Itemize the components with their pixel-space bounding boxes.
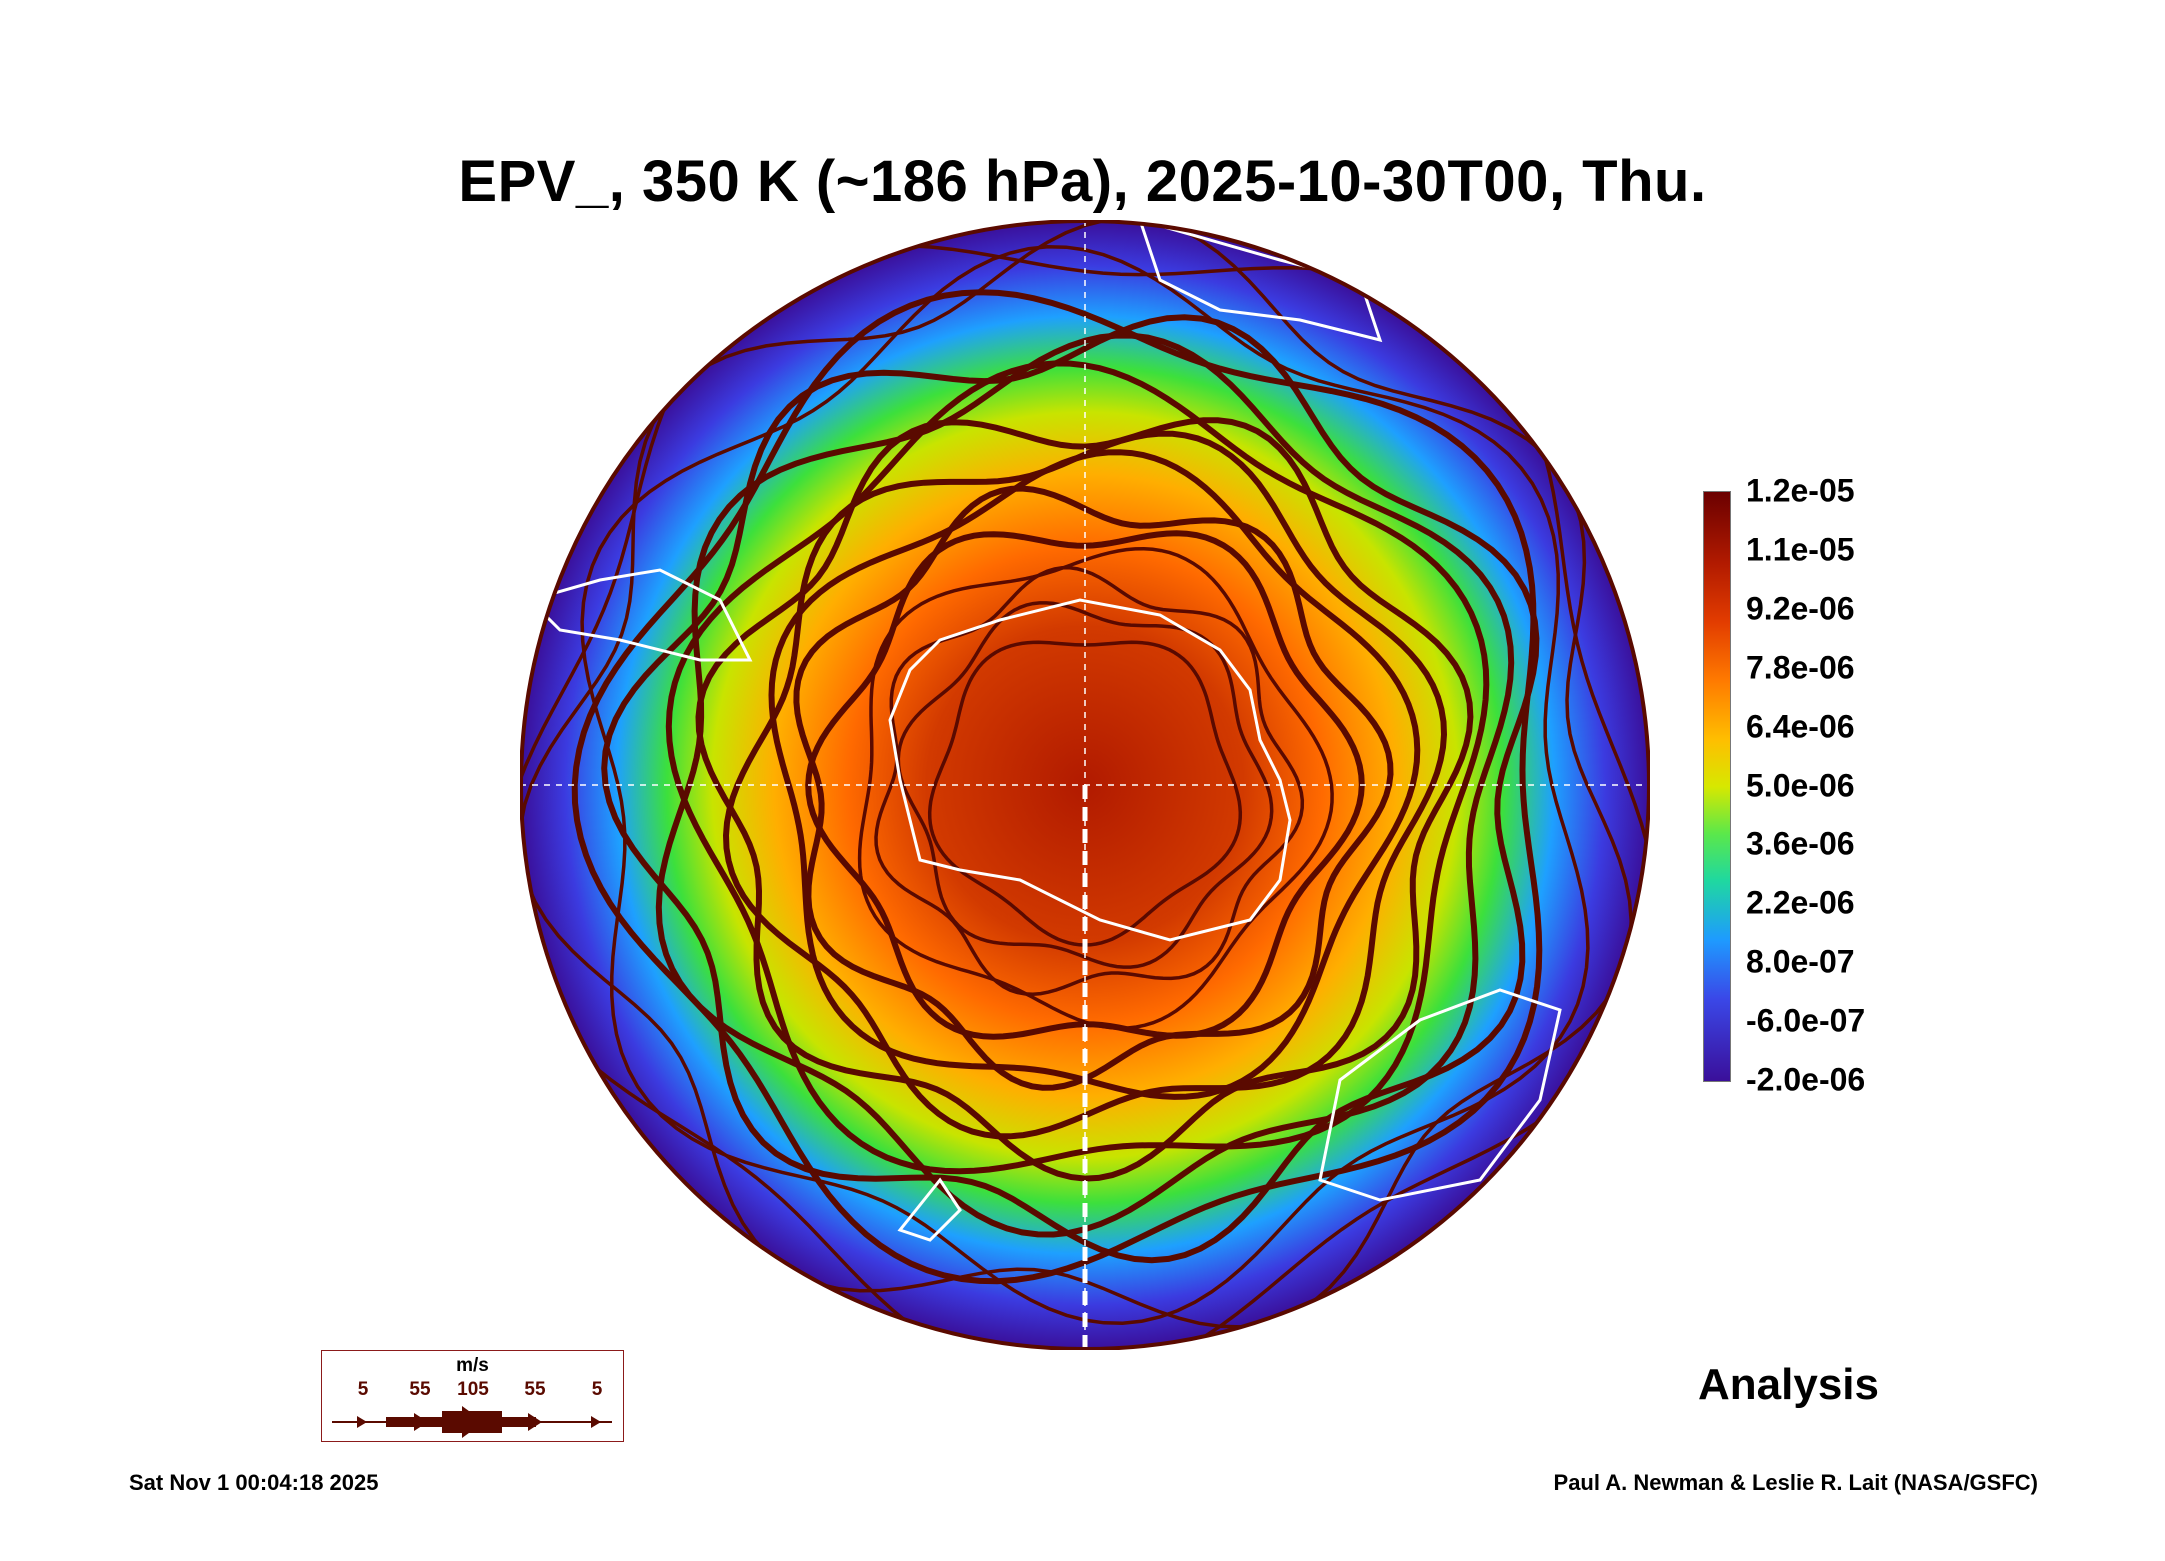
new-zealand-coastline: [897, 1177, 962, 1242]
australia-coastline: [1318, 988, 1562, 1202]
polar-map: [520, 220, 1650, 1350]
wind-speed-legend: m/s 5 55 105 55 5: [321, 1350, 624, 1442]
colorbar-tick-label: 6.4e-06: [1746, 708, 1855, 745]
streamline: [520, 220, 1633, 1329]
colorbar-tick-label: 1.2e-05: [1746, 472, 1855, 509]
colorbar: [1703, 491, 1731, 1082]
colorbar-tick-label: -6.0e-07: [1746, 1002, 1866, 1039]
wind-unit: m/s: [456, 1355, 489, 1376]
streamline: [874, 566, 1305, 996]
antarctica-coastline: [888, 598, 1292, 942]
credit-text: Paul A. Newman & Leslie R. Lait (NASA/GS…: [1553, 1470, 2038, 1495]
wind-speed-label: 55: [524, 1379, 546, 1400]
wind-speed-label: 105: [457, 1379, 489, 1400]
streamline: [896, 601, 1274, 969]
analysis-label: Analysis: [1698, 1360, 1879, 1409]
wind-width-key: [332, 1406, 612, 1438]
colorbar-tick-label: 7.8e-06: [1746, 649, 1855, 686]
colorbar-tick-label: 3.6e-06: [1746, 825, 1855, 862]
colorbar-tick-label: 5.0e-06: [1746, 767, 1855, 803]
colorbar-tick-label: 1.1e-05: [1746, 531, 1855, 568]
colorbar-tick-label: 2.2e-06: [1746, 884, 1855, 921]
wind-speed-label: 5: [591, 1379, 603, 1400]
timestamp: Sat Nov 1 00:04:18 2025: [129, 1470, 379, 1495]
wind-speed-label: 5: [357, 1379, 369, 1400]
streamline: [571, 289, 1543, 1285]
map-title: EPV_, 350 K (~186 hPa), 2025-10-30T00, T…: [458, 149, 1707, 214]
coastlines: [527, 220, 1562, 1242]
south-america-coastline: [527, 568, 753, 662]
africa-coastline: [1137, 220, 1383, 343]
streamline: [927, 640, 1243, 947]
colorbar-tick-label: 9.2e-06: [1746, 590, 1855, 627]
wind-speed-label: 55: [409, 1379, 431, 1400]
colorbar-tick-label: -2.0e-06: [1746, 1061, 1866, 1098]
colorbar-tick-label: 8.0e-07: [1746, 943, 1855, 980]
